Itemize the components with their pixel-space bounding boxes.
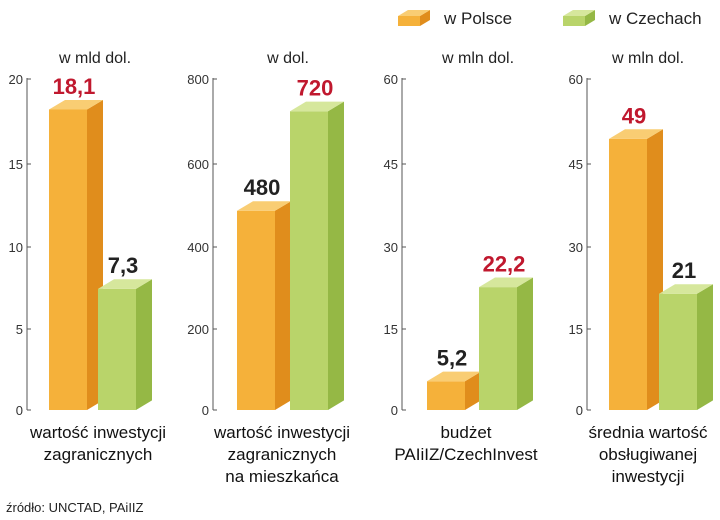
y-tick-label: 60: [384, 72, 398, 87]
y-tick-label: 5: [16, 322, 23, 337]
y-tick-label: 15: [9, 157, 23, 172]
y-tick-label: 45: [569, 157, 583, 172]
bar-poland: [237, 201, 291, 410]
chart-panel-4: w mln dol. 0 15 30 45 60 49 21 średnia wartość ob…: [569, 50, 713, 486]
data-label: 480: [244, 175, 281, 200]
y-tick-label: 0: [391, 403, 398, 418]
data-label: 22,2: [483, 252, 526, 277]
chart-panel-3: w mln dol. 0 15 30 45 60 5,2 22,2 budżet PAIiIZ/C…: [384, 50, 538, 464]
data-label: 5,2: [437, 346, 468, 371]
legend-swatch-czechia: [563, 10, 595, 26]
legend: w Polsce w Czechach: [398, 9, 702, 28]
bar-czechia: [290, 101, 344, 410]
category-label: wartość inwestycji: [29, 423, 166, 442]
category-label: zagranicznych: [44, 445, 153, 464]
chart-panel-1: w mld dol. 0 5 10 15 20 18,1 7,3 wartość inwesty…: [9, 50, 166, 464]
y-tick-label: 10: [9, 240, 23, 255]
legend-label: w Polsce: [443, 9, 512, 28]
bar-poland: [427, 371, 481, 410]
y-tick-label: 800: [187, 72, 209, 87]
y-tick-label: 60: [569, 72, 583, 87]
legend-swatch-poland: [398, 10, 430, 26]
y-tick-label: 45: [384, 157, 398, 172]
y-tick-label: 200: [187, 322, 209, 337]
data-label: 21: [672, 258, 696, 283]
chart-panels: w mld dol. 0 5 10 15 20 18,1 7,3 wartość inwesty…: [9, 50, 713, 486]
bar-czechia: [659, 284, 713, 410]
y-tick-label: 30: [384, 240, 398, 255]
y-tick-label: 600: [187, 157, 209, 172]
category-label: na mieszkańca: [225, 467, 339, 486]
y-tick-label: 400: [187, 240, 209, 255]
category-label: budżet: [440, 423, 491, 442]
bar-czechia: [98, 279, 152, 410]
source-note: źródło: UNCTAD, PAiIIZ: [6, 500, 144, 515]
y-tick-label: 0: [202, 403, 209, 418]
category-label: obsługiwanej: [599, 445, 697, 464]
y-tick-label: 15: [569, 322, 583, 337]
unit-label: w mld dol.: [58, 50, 131, 67]
bar-poland: [609, 129, 663, 410]
chart-panel-2: w dol. 0 200 400 600 800 480 720 wartość inwesty…: [187, 50, 350, 486]
data-label: 7,3: [108, 253, 139, 278]
bar-czechia: [479, 277, 533, 410]
category-label: inwestycji: [612, 467, 685, 486]
y-tick-label: 30: [569, 240, 583, 255]
data-label: 49: [622, 103, 646, 128]
y-tick-label: 15: [384, 322, 398, 337]
unit-label: w mln dol.: [441, 50, 514, 67]
category-label: zagranicznych: [228, 445, 337, 464]
category-label: wartość inwestycji: [213, 423, 350, 442]
legend-label: w Czechach: [608, 9, 702, 28]
bar-poland: [49, 99, 103, 410]
category-label: PAIiIZ/CzechInvest: [394, 445, 538, 464]
data-label: 720: [297, 76, 334, 101]
y-tick-label: 0: [576, 403, 583, 418]
category-label: średnia wartość: [588, 423, 708, 442]
y-tick-label: 0: [16, 403, 23, 418]
unit-label: w dol.: [266, 50, 309, 67]
y-tick-label: 20: [9, 72, 23, 87]
unit-label: w mln dol.: [611, 50, 684, 67]
data-label: 18,1: [53, 74, 96, 99]
